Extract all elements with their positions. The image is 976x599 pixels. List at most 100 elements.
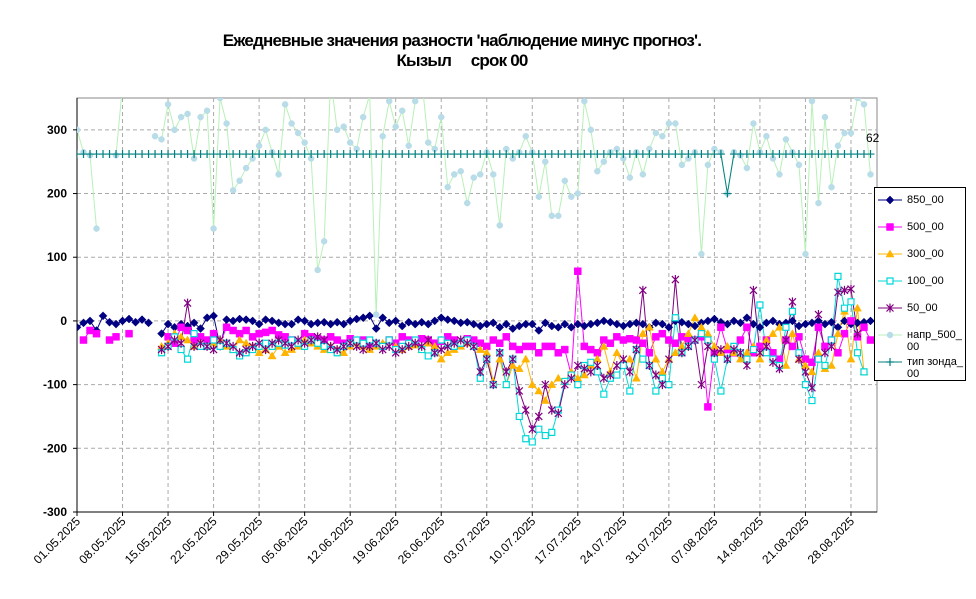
data-point xyxy=(769,349,777,357)
data-point xyxy=(268,326,276,335)
data-point xyxy=(196,324,205,333)
data-point xyxy=(749,319,758,329)
data-point xyxy=(646,145,653,153)
data-point xyxy=(645,349,654,357)
data-point xyxy=(261,315,270,325)
x-tick-label: 05.06.2025 xyxy=(258,514,311,567)
data-point xyxy=(671,314,679,322)
data-point xyxy=(77,322,82,332)
data-point xyxy=(443,333,452,341)
legend-entry: 100_00 xyxy=(877,275,965,296)
data-point xyxy=(651,370,660,380)
data-point xyxy=(541,431,549,440)
x-tick-label: 19.06.2025 xyxy=(349,514,402,567)
data-point xyxy=(743,323,751,332)
data-point xyxy=(502,333,511,341)
data-point xyxy=(509,155,517,162)
x-tick-label: 24.07.2025 xyxy=(577,514,630,567)
data-point xyxy=(555,212,562,220)
data-point xyxy=(495,348,504,358)
data-point xyxy=(612,348,622,357)
data-point xyxy=(853,329,862,339)
data-point xyxy=(326,341,335,351)
data-point xyxy=(495,354,505,363)
data-point xyxy=(594,168,601,175)
data-point xyxy=(768,316,778,326)
data-point xyxy=(294,129,302,137)
data-point xyxy=(795,161,803,169)
legend-entry: тип зонда_00 xyxy=(877,356,965,380)
data-point xyxy=(638,285,647,295)
data-point xyxy=(561,177,569,184)
data-point xyxy=(229,187,237,194)
data-point xyxy=(567,373,576,383)
data-point xyxy=(807,318,817,328)
data-point xyxy=(371,324,381,333)
data-point xyxy=(397,321,407,331)
data-point xyxy=(548,342,556,351)
legend-marker xyxy=(878,249,902,258)
data-point xyxy=(430,316,440,326)
legend-entry: 850_00 xyxy=(877,194,965,215)
data-point xyxy=(606,370,615,380)
data-point xyxy=(755,354,765,363)
data-point xyxy=(821,348,829,358)
x-tick-label: 26.06.2025 xyxy=(395,514,448,567)
data-point xyxy=(540,396,550,404)
data-point xyxy=(86,326,94,335)
data-point xyxy=(664,322,674,332)
data-point xyxy=(698,250,705,258)
data-point xyxy=(501,319,511,329)
data-point xyxy=(547,321,557,331)
data-point xyxy=(255,142,263,149)
data-point xyxy=(508,354,517,364)
data-point xyxy=(827,341,836,351)
legend-entry: 500_00 xyxy=(877,221,965,242)
data-point xyxy=(353,145,360,153)
data-point xyxy=(592,318,602,328)
data-point xyxy=(216,335,225,345)
data-point xyxy=(547,405,556,415)
y-tick-label: -300 xyxy=(43,505,67,519)
data-point xyxy=(840,304,849,312)
data-point xyxy=(632,345,641,355)
data-point xyxy=(475,345,485,353)
data-point xyxy=(307,155,315,162)
data-point xyxy=(527,380,537,388)
data-point xyxy=(665,120,673,127)
data-point xyxy=(209,311,218,321)
data-point xyxy=(620,155,627,162)
data-point xyxy=(463,199,471,207)
data-point xyxy=(85,316,95,326)
data-point xyxy=(216,98,224,102)
data-point xyxy=(197,113,204,121)
data-point xyxy=(534,326,544,335)
legend-symbol xyxy=(886,223,894,231)
data-point xyxy=(853,318,862,328)
data-point xyxy=(328,76,334,82)
data-point xyxy=(385,341,394,351)
data-point xyxy=(254,348,264,357)
data-point xyxy=(242,164,250,172)
data-point xyxy=(196,338,205,348)
data-point xyxy=(118,316,127,326)
data-point xyxy=(275,171,282,178)
data-point xyxy=(775,364,784,374)
data-point xyxy=(436,354,446,363)
data-point xyxy=(287,319,296,329)
data-point xyxy=(573,361,582,371)
data-point xyxy=(228,316,238,326)
data-point xyxy=(756,348,764,358)
data-point xyxy=(553,373,563,382)
legend-marker xyxy=(878,358,902,366)
data-point xyxy=(268,338,277,348)
data-point xyxy=(235,329,244,338)
data-point xyxy=(690,335,699,345)
data-point xyxy=(248,333,257,341)
legend-entry: напр_500_00 xyxy=(877,329,965,353)
data-point xyxy=(293,315,303,325)
data-point xyxy=(469,319,479,329)
chart-subtitle: Кызыл срок 00 xyxy=(396,51,527,70)
data-point xyxy=(860,323,868,332)
data-point xyxy=(566,322,576,332)
